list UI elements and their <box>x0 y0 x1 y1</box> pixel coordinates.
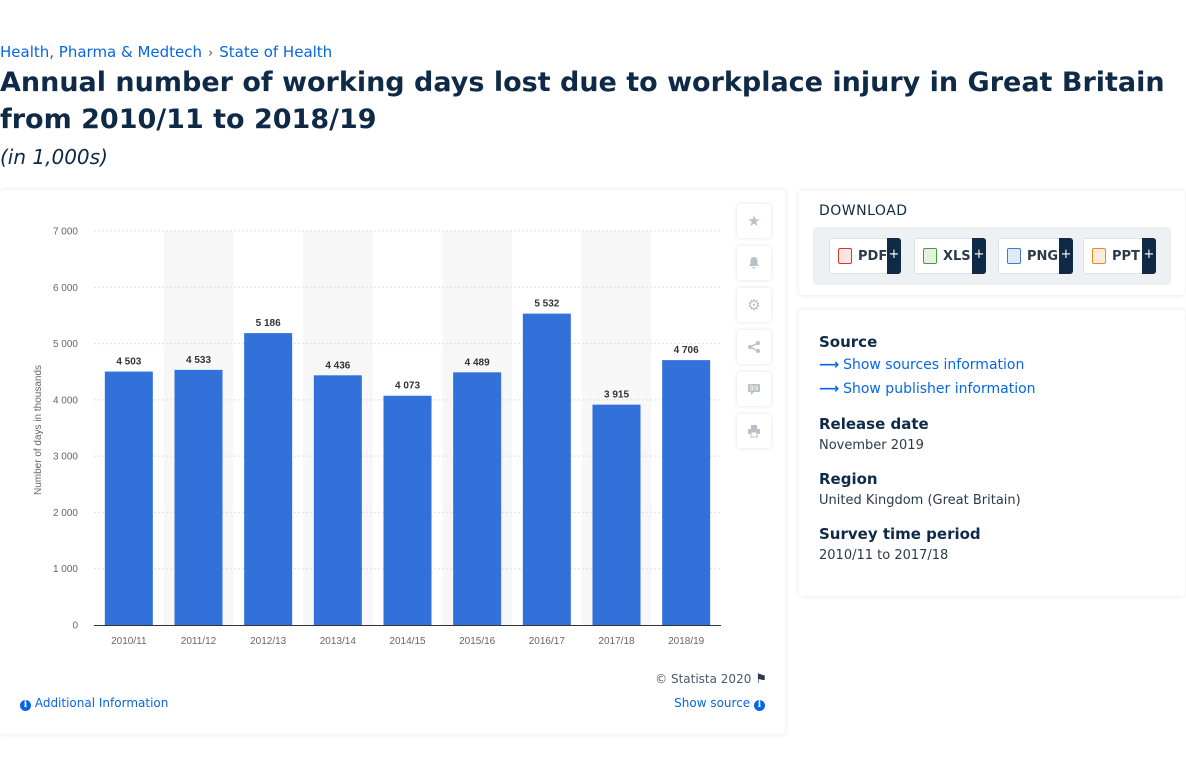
bar-2015/16 <box>453 372 502 625</box>
arrow-right-icon: ⟶ <box>819 381 840 397</box>
y-tick-label: 5 000 <box>53 339 78 350</box>
y-axis-label: Number of days in thousands <box>33 365 44 495</box>
breadcrumb-item-state-of-health[interactable]: State of Health <box>219 43 333 61</box>
survey-period-heading: Survey time period <box>819 525 981 543</box>
show-publisher-link[interactable]: ⟶ Show publisher information <box>819 381 1036 397</box>
bar-2014/15 <box>383 395 432 625</box>
show-sources-link[interactable]: ⟶ Show sources information <box>819 357 1024 373</box>
source-heading: Source <box>819 333 878 351</box>
download-ppt-button[interactable]: PPT + <box>1083 238 1156 274</box>
png-file-icon <box>1007 248 1021 264</box>
y-tick-label: 3 000 <box>53 452 78 463</box>
bar-chart: 0 1 000 2 000 3 000 4 000 5 000 6 000 7 000 4 5… <box>33 227 721 647</box>
download-heading: DOWNLOAD <box>819 203 908 219</box>
plus-icon: + <box>972 238 986 274</box>
data-labels: 4 503 4 533 5 186 4 436 4 073 4 489 5 532 3 915… <box>116 299 699 401</box>
x-tick-label-2018/19: 2018/19 <box>668 636 705 647</box>
quote-icon[interactable]: 99 <box>737 372 771 406</box>
bar-2011/12 <box>174 369 223 625</box>
info-icon: i <box>20 700 31 711</box>
additional-information-label: Additional Information <box>34 696 169 710</box>
download-xls-button[interactable]: XLS + <box>914 238 986 274</box>
show-sources-label: Show sources information <box>843 357 1025 373</box>
data-label-2010/11: 4 503 <box>116 357 141 368</box>
data-label-2017/18: 3 915 <box>604 390 629 401</box>
bar-2012/13 <box>244 333 293 625</box>
download-ppt-label: PPT <box>1112 248 1140 264</box>
download-pdf-label: PDF <box>858 248 888 264</box>
download-xls-label: XLS <box>943 248 971 264</box>
flag-icon[interactable]: ⚑ <box>755 672 767 687</box>
y-tick-label: 2 000 <box>53 508 78 519</box>
y-tick-label: 4 000 <box>53 395 78 406</box>
bell-icon[interactable] <box>737 246 771 280</box>
download-png-label: PNG <box>1027 248 1059 264</box>
x-tick-label-2010/11: 2010/11 <box>111 636 147 647</box>
x-tick-label-2016/17: 2016/17 <box>529 636 566 647</box>
data-label-2013/14: 4 436 <box>325 360 350 371</box>
data-label-2015/16: 4 489 <box>465 357 490 368</box>
print-icon[interactable] <box>737 414 771 448</box>
plus-icon: + <box>1142 238 1156 274</box>
y-tick-label: 1 000 <box>53 564 78 575</box>
download-card: DOWNLOAD PDF + XLS + PNG + PPT + <box>799 191 1185 295</box>
breadcrumb-item-health[interactable]: Health, Pharma & Medtech <box>0 43 203 61</box>
copyright-text: © Statista 2020 <box>655 672 752 686</box>
arrow-right-icon: ⟶ <box>819 357 840 373</box>
chart-card: 0 1 000 2 000 3 000 4 000 5 000 6 000 7 000 4 5… <box>0 190 785 734</box>
survey-period-value: 2010/11 to 2017/18 <box>819 548 949 563</box>
bar-2010/11 <box>104 371 153 625</box>
x-tick-label-2015/16: 2015/16 <box>459 636 496 647</box>
additional-information-link[interactable]: i Additional Information <box>20 696 168 711</box>
download-pdf-button[interactable]: PDF + <box>829 238 901 274</box>
show-source-link[interactable]: Show source i <box>674 696 765 711</box>
copyright: © Statista 2020 ⚑ <box>655 672 767 687</box>
x-tick-label-2011/12: 2011/12 <box>181 636 217 647</box>
page-subtitle: (in 1,000s) <box>0 145 108 169</box>
bar-2017/18 <box>592 404 641 625</box>
breadcrumb: Health, Pharma & Medtech › State of Health <box>0 43 332 61</box>
release-date-value: November 2019 <box>819 438 924 453</box>
share-icon[interactable] <box>737 330 771 364</box>
x-tick-labels: 2010/11 2011/12 2012/13 2013/14 2014/15 2015/… <box>111 636 705 647</box>
plus-icon: + <box>887 238 901 274</box>
y-tick-labels: 0 1 000 2 000 3 000 4 000 5 000 6 000 7 000 <box>53 227 78 632</box>
data-label-2014/15: 4 073 <box>395 381 420 392</box>
data-label-2016/17: 5 532 <box>534 299 559 310</box>
region-heading: Region <box>819 470 878 488</box>
info-icon: i <box>754 700 765 711</box>
x-tick-label-2012/13: 2012/13 <box>250 636 287 647</box>
y-tick-label: 0 <box>72 621 78 632</box>
y-tick-label: 6 000 <box>53 283 78 294</box>
download-bar: PDF + XLS + PNG + PPT + <box>813 227 1171 285</box>
breadcrumb-separator: › <box>208 46 214 61</box>
data-label-2011/12: 4 533 <box>186 355 211 366</box>
x-tick-label-2014/15: 2014/15 <box>389 636 426 647</box>
star-icon[interactable]: ★ <box>737 204 771 238</box>
data-label-2012/13: 5 186 <box>256 318 281 329</box>
plus-icon: + <box>1059 238 1073 274</box>
region-value: United Kingdom (Great Britain) <box>819 493 1021 508</box>
page-title: Annual number of working days lost due t… <box>0 67 1165 135</box>
download-png-button[interactable]: PNG + <box>998 238 1073 274</box>
ppt-file-icon <box>1092 248 1106 264</box>
release-date-heading: Release date <box>819 415 929 433</box>
show-publisher-label: Show publisher information <box>843 381 1036 397</box>
xls-file-icon <box>923 248 937 264</box>
pdf-file-icon <box>838 248 852 264</box>
bars <box>104 313 711 625</box>
show-source-label: Show source <box>674 696 751 710</box>
bar-2013/14 <box>313 375 362 625</box>
chart-toolbar: ★ ⚙ 99 <box>737 204 773 456</box>
gear-icon[interactable]: ⚙ <box>737 288 771 322</box>
x-tick-label-2017/18: 2017/18 <box>598 636 635 647</box>
source-card: Source ⟶ Show sources information ⟶ Show p… <box>799 310 1185 596</box>
bar-2018/19 <box>662 360 711 625</box>
bar-2016/17 <box>522 313 571 625</box>
y-tick-label: 7 000 <box>53 227 78 238</box>
svg-text:99: 99 <box>750 385 759 393</box>
data-label-2018/19: 4 706 <box>674 345 699 356</box>
x-tick-label-2013/14: 2013/14 <box>320 636 357 647</box>
